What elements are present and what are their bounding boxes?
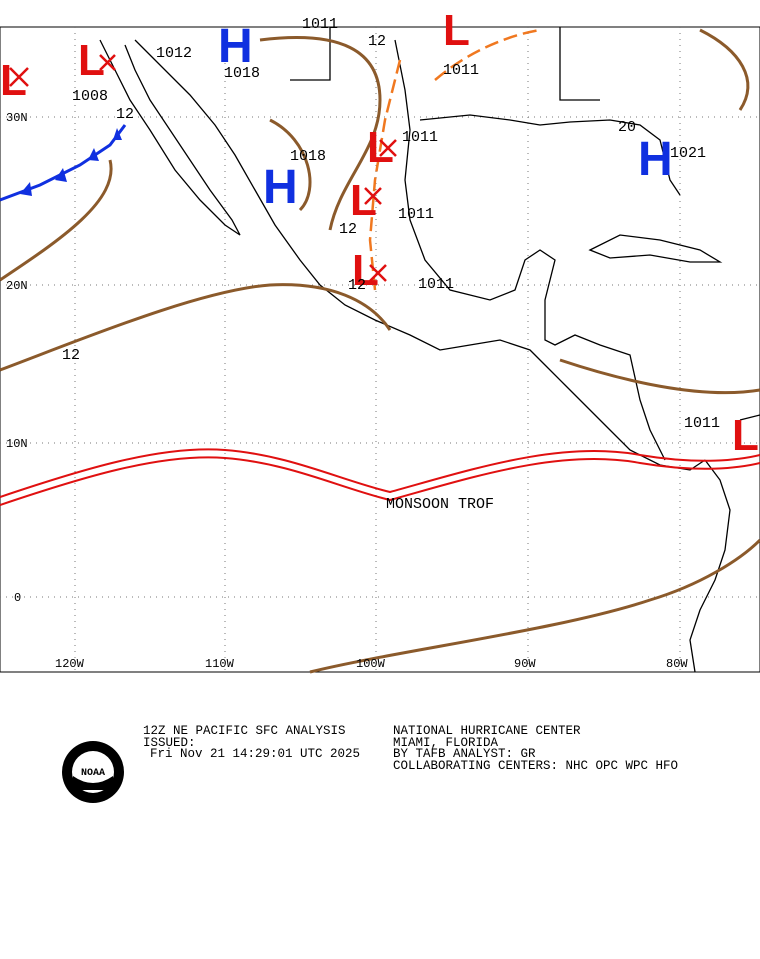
trough-dashed [434, 28, 541, 81]
axis-labels: 30N 20N 10N 0 120W 110W 100W 90W 80W [6, 111, 688, 671]
center: NATIONAL HURRICANE CENTER [393, 724, 581, 738]
high: H [638, 133, 673, 186]
isobar-label: 1008 [72, 88, 108, 105]
lon-label: 90W [514, 657, 536, 671]
isobars [0, 28, 760, 674]
gulf-coast [394, 39, 666, 461]
isobar-label: 12 [348, 277, 366, 294]
isobar-label: 1011 [402, 129, 438, 146]
borders [290, 27, 760, 421]
issued: ISSUED: [143, 736, 196, 750]
isobar-label: 1021 [670, 145, 706, 162]
high: H [263, 161, 298, 214]
trough-dashed [368, 59, 402, 291]
pressure-centers: H H H L L L L L L L [0, 6, 759, 460]
south-america-coast [689, 459, 731, 673]
trough-line [0, 448, 760, 498]
trough-label: MONSOON TROF [386, 496, 494, 513]
logo-wave [73, 776, 113, 790]
lat-label: 20N [6, 279, 28, 293]
isobar-label: 1018 [224, 65, 260, 82]
isobar [269, 118, 312, 212]
lat-label: 10N [6, 437, 28, 451]
isobar [559, 358, 760, 395]
logo-text: NOAA [81, 768, 105, 779]
isobar [0, 283, 392, 372]
lon-label: 110W [205, 657, 235, 671]
isobar-label: 1011 [443, 62, 479, 79]
lat-label: 30N [6, 111, 28, 125]
isobar-label: 1018 [290, 148, 326, 165]
map-frame [0, 26, 760, 673]
cuba [588, 234, 723, 263]
low-cross [9, 54, 397, 282]
front-barbs [20, 128, 122, 196]
high: H [218, 20, 253, 73]
map: H H H L L L L L L L 1011 1012 1008 12 10… [0, 6, 760, 674]
isobar-labels: 1011 1012 1008 12 1018 1018 12 1011 1011… [62, 16, 720, 513]
isobar [309, 538, 760, 674]
analyst: BY TAFB ANALYST: GR [393, 747, 536, 761]
isobar-label: 1011 [398, 206, 434, 223]
us-gulf-coast [419, 114, 681, 196]
lat-label: 0 [14, 591, 21, 605]
lon-label: 80W [666, 657, 688, 671]
low: L [350, 176, 377, 225]
product: 12Z NE PACIFIC SFC ANALYSIS [143, 724, 346, 738]
low: L [443, 6, 470, 55]
collaborators: COLLABORATING CENTERS: NHC OPC WPC HFO [393, 759, 678, 773]
low: L [78, 36, 105, 85]
isobar-label: 1012 [156, 45, 192, 62]
issue-time: Fri Nov 21 14:29:01 UTC 2025 [150, 747, 360, 761]
lon-label: 100W [356, 657, 386, 671]
coastlines [99, 27, 760, 673]
isobar-label: 1011 [684, 415, 720, 432]
isobar [0, 159, 113, 282]
isobar-label: 1011 [418, 276, 454, 293]
low: L [732, 411, 759, 460]
isobar-label: 12 [62, 347, 80, 364]
footer: NOAA 12Z NE PACIFIC SFC ANALYSIS ISSUED:… [62, 724, 678, 803]
isobar-label: 12 [116, 106, 134, 123]
isobar-label: 20 [618, 119, 636, 136]
isobar-label: 1011 [302, 16, 338, 33]
cold-front [0, 28, 541, 291]
isobar-label: 12 [368, 33, 386, 50]
lon-label: 120W [55, 657, 85, 671]
baja-coast [99, 39, 241, 236]
trough-line [0, 456, 760, 506]
isobar-label: 12 [339, 221, 357, 238]
graticule [0, 27, 760, 672]
monsoon-trough [0, 448, 760, 506]
pacific-coast [134, 39, 706, 471]
location: MIAMI, FLORIDA [393, 736, 499, 750]
isobar [259, 36, 382, 231]
isobar [699, 28, 750, 111]
